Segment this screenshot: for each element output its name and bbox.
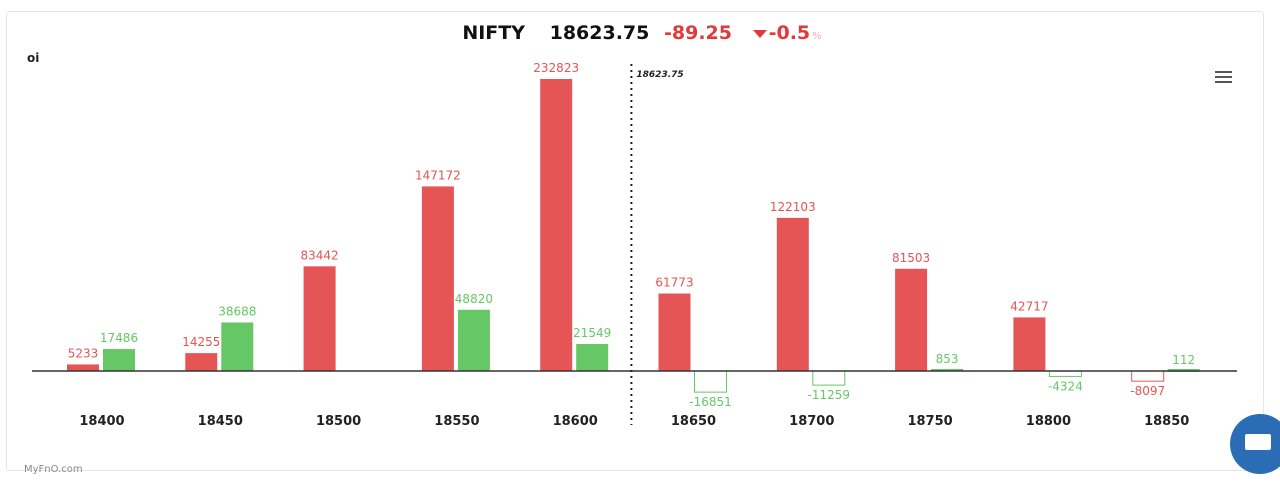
symbol: NIFTY [462,22,525,44]
x-tick-label: 18750 [907,414,952,429]
bar [776,217,809,371]
x-tick-label: 18800 [1026,414,1071,429]
data-label: 112 [1172,353,1195,367]
bar [457,309,490,371]
data-label: 232823 [533,61,579,75]
pct-sign: % [812,31,822,42]
data-label: 61773 [655,276,693,290]
triangle-down-icon [752,29,767,38]
data-label: 17486 [100,331,138,345]
x-tick-label: 18550 [434,414,479,429]
x-tick-label: 18850 [1144,414,1189,429]
data-label: 42717 [1010,299,1048,313]
x-tick-label: 18450 [198,414,243,429]
bar [67,364,99,371]
x-tick-label: 18600 [553,414,598,429]
bar [1013,317,1046,371]
x-tick-label: 18400 [79,414,124,429]
chat-bubble-icon[interactable] [1230,414,1280,474]
data-label: 38688 [218,304,256,318]
x-tick-label: 18700 [789,414,834,429]
spot-price-label: 18623.75 [636,70,683,80]
bar [694,370,727,393]
data-label: -4324 [1048,379,1083,393]
bar [1131,370,1165,382]
bar [895,268,928,371]
bar [812,370,846,386]
data-label: 147172 [415,168,461,182]
data-label: 122103 [770,200,816,214]
bar [931,369,964,371]
data-label: -11259 [808,388,851,402]
bar [303,266,336,371]
bar [221,322,254,371]
bar [576,343,609,371]
bar [185,353,218,371]
y-axis-label: oi [27,51,40,65]
change-pct: -0.5 [768,22,811,44]
x-tick-label: 18500 [316,414,361,429]
price: 18623.75 [549,22,650,44]
bar [103,349,135,371]
data-label: 48820 [455,292,493,306]
data-label: -8097 [1130,384,1165,398]
change: -89.25 [664,22,732,44]
bar [658,293,691,371]
data-label: -16851 [689,395,732,409]
bar [1048,370,1082,377]
watermark: MyFnO.com [24,464,83,475]
bar [1167,369,1200,371]
chart-card [6,11,1264,471]
data-label: 21549 [573,326,611,340]
x-tick-label: 18650 [671,414,716,429]
data-label: 14255 [182,335,220,349]
data-label: 5233 [68,346,99,360]
chart-header: NIFTY 18623.75 -89.25 -0.5% [0,22,1280,44]
data-label: 853 [936,352,959,366]
data-label: 81503 [892,251,930,265]
data-label: 83442 [301,248,339,262]
hamburger-menu-icon[interactable] [1215,71,1232,86]
bar [421,186,454,371]
bar [540,79,573,371]
